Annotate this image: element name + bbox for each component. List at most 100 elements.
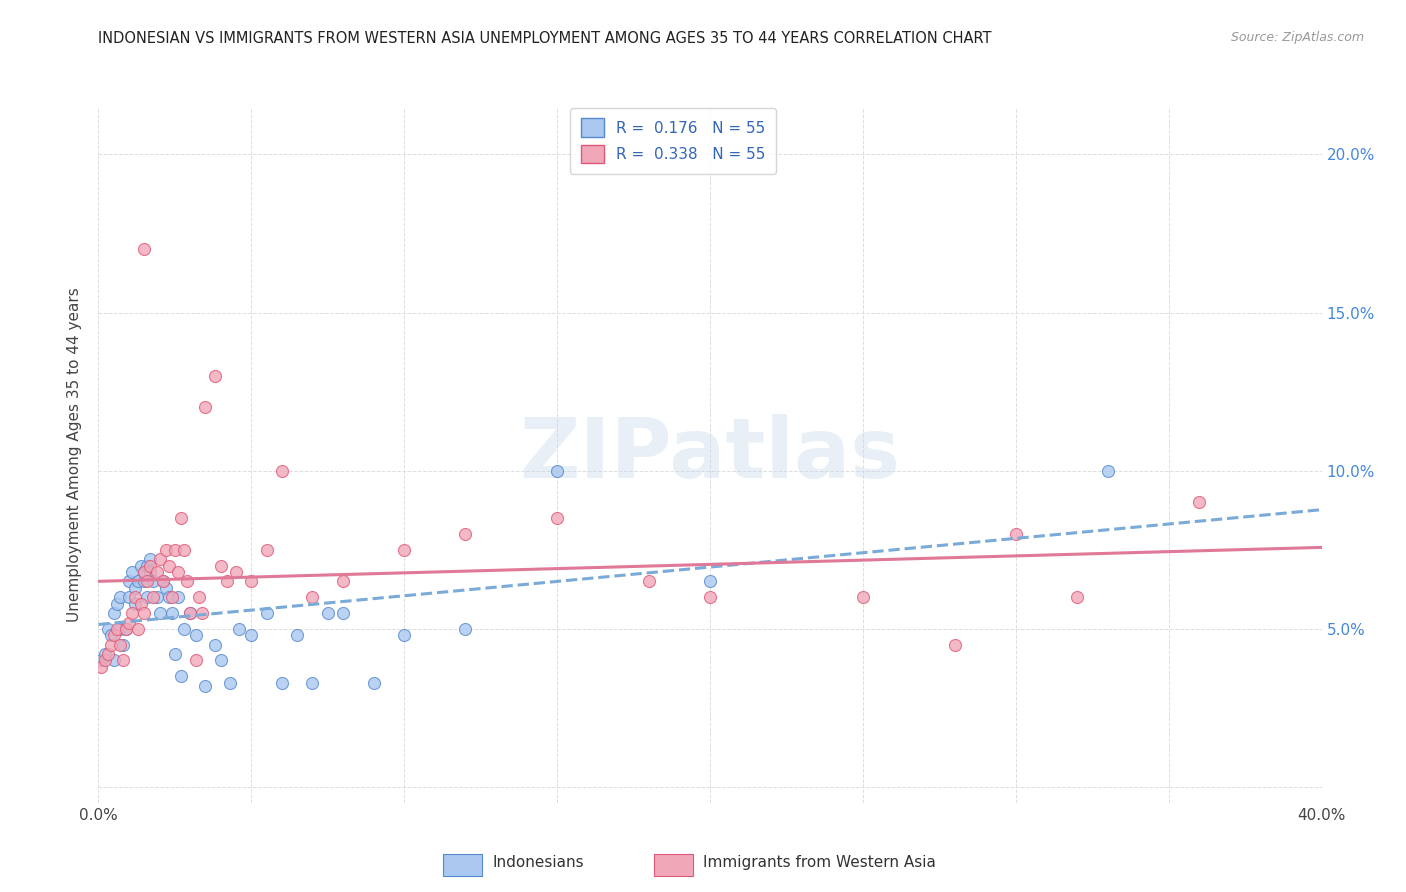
Legend: R =  0.176   N = 55, R =  0.338   N = 55: R = 0.176 N = 55, R = 0.338 N = 55 [571, 108, 776, 174]
Point [637, 574, 661, 589]
Point [115, 622, 138, 636]
Point [111, 653, 134, 667]
Point [149, 606, 172, 620]
Point [332, 606, 354, 620]
Point [170, 511, 193, 525]
Point [108, 622, 131, 636]
Point [115, 622, 138, 636]
Point [194, 679, 217, 693]
Point [186, 653, 208, 667]
Point [149, 552, 172, 566]
Point [139, 565, 162, 579]
Point [160, 591, 183, 605]
Point [90, 653, 112, 667]
Point [93, 653, 115, 667]
Point [136, 591, 159, 605]
Point [228, 622, 250, 636]
Point [173, 542, 195, 557]
Point [1097, 464, 1119, 478]
Point [240, 628, 263, 642]
Point [176, 574, 198, 589]
Y-axis label: Unemployment Among Ages 35 to 44 years: Unemployment Among Ages 35 to 44 years [67, 287, 83, 623]
Point [332, 574, 354, 589]
Point [108, 638, 131, 652]
Point [270, 464, 292, 478]
Point [285, 628, 308, 642]
Point [256, 606, 278, 620]
Point [1004, 527, 1026, 541]
Point [103, 653, 125, 667]
Point [301, 675, 323, 690]
Point [152, 574, 174, 589]
Point [852, 591, 875, 605]
Point [127, 574, 149, 589]
Text: Source: ZipAtlas.com: Source: ZipAtlas.com [1230, 31, 1364, 45]
Point [225, 565, 247, 579]
Point [136, 574, 159, 589]
Point [270, 675, 292, 690]
Point [179, 606, 201, 620]
Point [167, 565, 190, 579]
Point [167, 591, 190, 605]
Point [121, 565, 143, 579]
Point [121, 606, 143, 620]
Point [204, 368, 226, 383]
Point [546, 511, 568, 525]
Point [163, 542, 186, 557]
Point [219, 675, 242, 690]
Point [127, 622, 149, 636]
Point [139, 558, 162, 573]
Point [145, 591, 167, 605]
Point [179, 606, 201, 620]
Point [454, 622, 477, 636]
Point [1066, 591, 1088, 605]
Text: INDONESIAN VS IMMIGRANTS FROM WESTERN ASIA UNEMPLOYMENT AMONG AGES 35 TO 44 YEAR: INDONESIAN VS IMMIGRANTS FROM WESTERN AS… [98, 31, 991, 46]
Point [240, 574, 263, 589]
Point [209, 558, 232, 573]
Point [163, 647, 186, 661]
Point [209, 653, 232, 667]
Point [155, 542, 177, 557]
Text: ZIPatlas: ZIPatlas [520, 415, 900, 495]
Point [256, 542, 278, 557]
Point [124, 581, 146, 595]
Point [142, 574, 165, 589]
Point [124, 591, 146, 605]
Text: Indonesians: Indonesians [492, 855, 583, 870]
Point [155, 581, 177, 595]
Point [142, 591, 165, 605]
Point [134, 565, 156, 579]
Point [699, 574, 721, 589]
Point [136, 558, 159, 573]
Point [97, 622, 120, 636]
Point [118, 615, 141, 630]
Point [173, 622, 195, 636]
Point [134, 606, 156, 620]
Point [103, 606, 125, 620]
Point [943, 638, 966, 652]
Point [134, 565, 156, 579]
Point [105, 622, 128, 636]
Point [392, 628, 416, 642]
Point [1188, 495, 1211, 509]
Point [103, 628, 125, 642]
Point [160, 606, 183, 620]
Point [134, 243, 156, 257]
Point [139, 552, 162, 566]
Point [118, 574, 141, 589]
Point [134, 574, 156, 589]
Point [100, 638, 122, 652]
Point [105, 597, 128, 611]
Point [129, 558, 152, 573]
Point [124, 597, 146, 611]
Point [118, 591, 141, 605]
Point [316, 606, 339, 620]
Text: Immigrants from Western Asia: Immigrants from Western Asia [703, 855, 936, 870]
Point [157, 591, 180, 605]
Point [111, 638, 134, 652]
Point [363, 675, 385, 690]
Point [186, 628, 208, 642]
Point [170, 669, 193, 683]
Point [152, 574, 174, 589]
Point [699, 591, 721, 605]
